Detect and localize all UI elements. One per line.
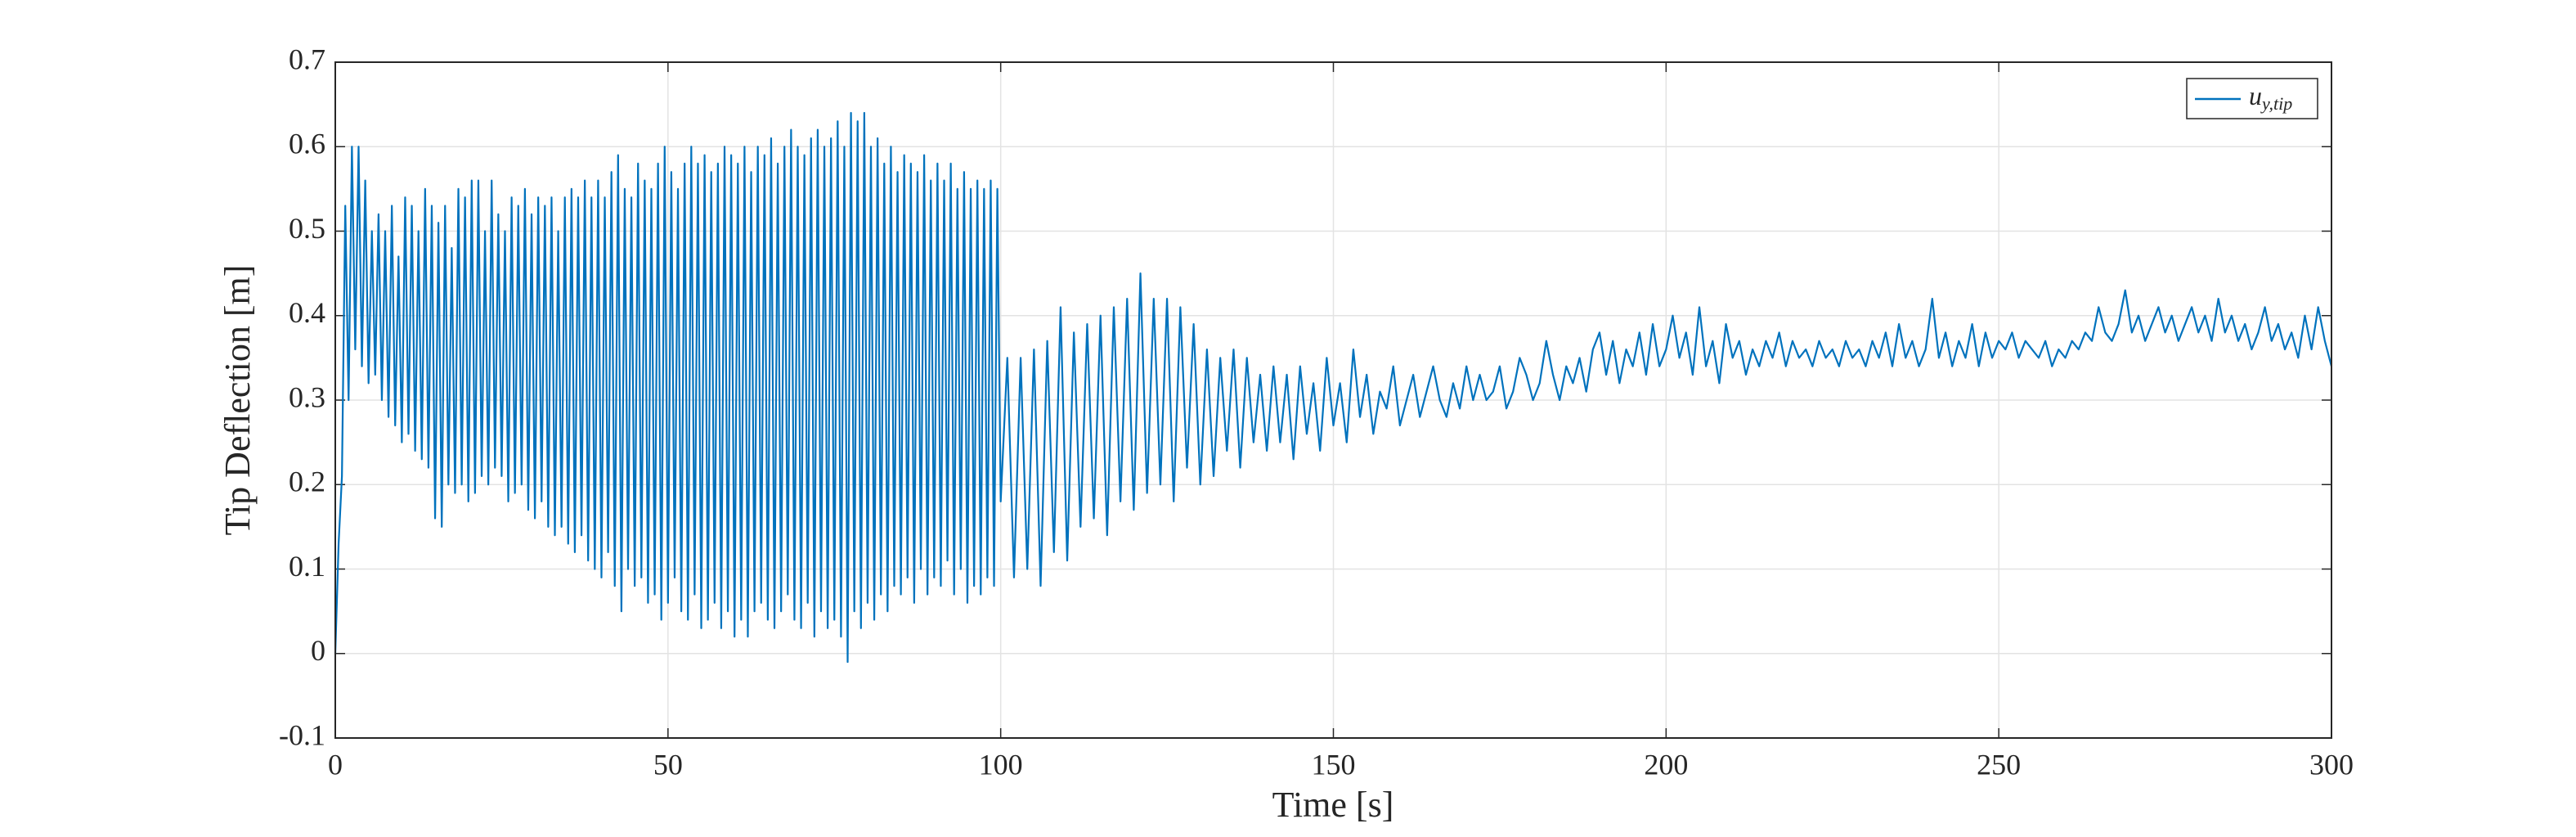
y-tick-label: 0.6 bbox=[289, 128, 325, 160]
y-tick-label: 0.2 bbox=[289, 466, 325, 498]
y-tick-label: 0.7 bbox=[289, 43, 325, 75]
x-tick-label: 250 bbox=[1977, 748, 2021, 781]
y-tick-label: 0 bbox=[311, 634, 325, 667]
legend-name: u bbox=[2249, 81, 2262, 110]
legend-subscript: y,tip bbox=[2260, 93, 2292, 114]
y-tick-label: 0.5 bbox=[289, 212, 325, 245]
x-axis-label: Time [s] bbox=[1272, 785, 1394, 825]
data-line bbox=[334, 111, 2333, 664]
y-axis-label: Tip Deflection [m] bbox=[218, 265, 258, 536]
x-tick-label: 200 bbox=[1644, 748, 1688, 781]
x-tick-label: 150 bbox=[1312, 748, 1356, 781]
x-tick-label: 50 bbox=[653, 748, 683, 781]
y-tick-label: 0.3 bbox=[289, 380, 325, 413]
x-tick-label: 0 bbox=[328, 748, 343, 781]
x-tick-label: 300 bbox=[2309, 748, 2354, 781]
y-tick-label: -0.1 bbox=[279, 718, 325, 751]
plot-area bbox=[334, 111, 2333, 664]
legend: uy,tip bbox=[2186, 78, 2318, 119]
x-tick-label: 100 bbox=[979, 748, 1023, 781]
y-tick-label: 0.1 bbox=[289, 550, 325, 583]
legend-label: uy,tip bbox=[2249, 81, 2292, 114]
axes-box bbox=[334, 61, 2332, 739]
y-tick-label: 0.4 bbox=[289, 296, 325, 329]
